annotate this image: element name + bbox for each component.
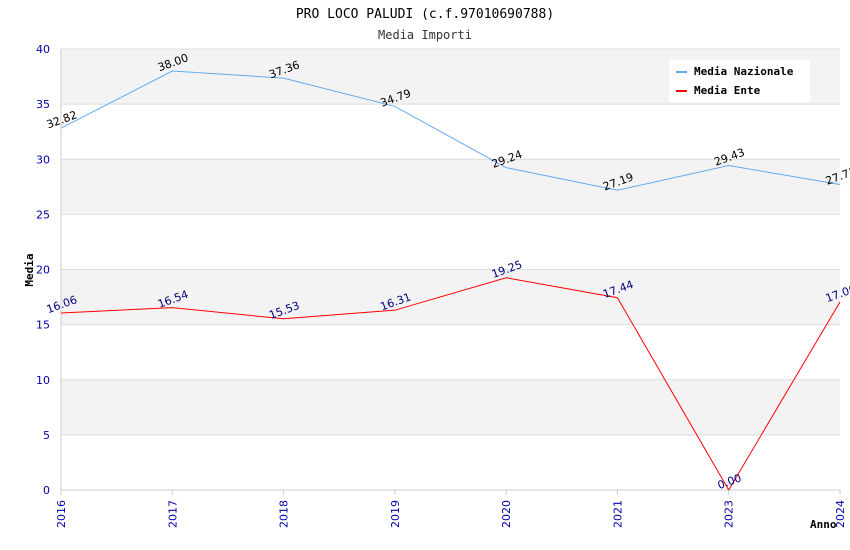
y-tick-label: 5 bbox=[43, 429, 50, 442]
y-tick-label: 10 bbox=[36, 374, 50, 387]
series-line-ente bbox=[60, 277, 841, 491]
chart-subtitle: Media Importi bbox=[378, 28, 472, 42]
y-tick-label: 20 bbox=[36, 264, 50, 277]
x-tick-label: 2023 bbox=[723, 500, 736, 528]
x-tick-label: 2021 bbox=[611, 500, 624, 528]
y-tick-label: 15 bbox=[36, 319, 50, 332]
y-axis-title: Media bbox=[23, 253, 36, 286]
legend-box bbox=[669, 60, 810, 102]
x-tick-label: 2019 bbox=[389, 500, 402, 528]
plot-background bbox=[61, 49, 840, 490]
plot-band bbox=[61, 379, 840, 435]
y-tick-label: 0 bbox=[43, 484, 50, 497]
x-axis-ticks: 2016 2017 2018 2019 2020 2021 2023 2024 bbox=[55, 490, 847, 528]
x-tick-label: 2020 bbox=[500, 500, 513, 528]
x-tick-label: 2024 bbox=[834, 500, 847, 528]
series-line-nazionale bbox=[60, 70, 841, 191]
plot-band bbox=[61, 434, 840, 490]
grid-lines bbox=[60, 48, 840, 491]
plot-band bbox=[61, 159, 840, 215]
x-tick-label: 2017 bbox=[166, 500, 179, 528]
plot-band bbox=[61, 269, 840, 325]
y-tick-label: 25 bbox=[36, 208, 50, 221]
legend-label-ente: Media Ente bbox=[694, 84, 761, 97]
x-tick-label: 2018 bbox=[278, 500, 291, 528]
chart-title: PRO LOCO PALUDI (c.f.97010690788) bbox=[296, 7, 554, 22]
y-axis-ticks: 0 5 10 15 20 25 30 35 40 bbox=[36, 43, 50, 497]
legend-label-nazionale: Media Nazionale bbox=[694, 65, 794, 78]
series-lines bbox=[60, 70, 841, 491]
plot-band bbox=[61, 214, 840, 270]
y-tick-label: 35 bbox=[36, 98, 50, 111]
plot-band bbox=[61, 104, 840, 160]
plot-band bbox=[61, 324, 840, 380]
legend: Media Nazionale Media Ente bbox=[669, 60, 810, 102]
y-tick-label: 40 bbox=[36, 43, 50, 56]
x-axis-title: Anno bbox=[810, 518, 837, 531]
x-tick-label: 2016 bbox=[55, 500, 68, 528]
y-tick-label: 30 bbox=[36, 153, 50, 166]
